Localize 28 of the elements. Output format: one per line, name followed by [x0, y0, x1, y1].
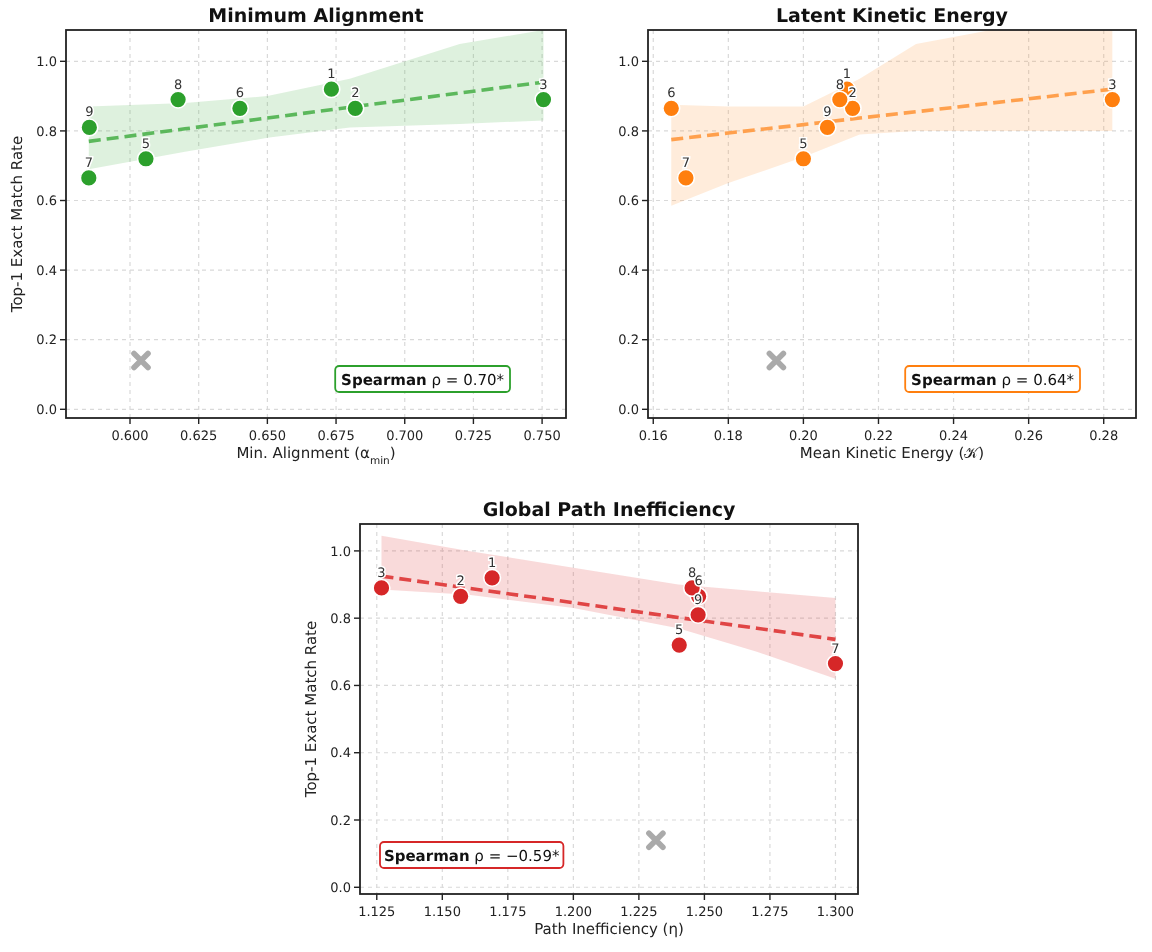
chart-title: Minimum Alignment [208, 6, 425, 28]
point [534, 90, 553, 109]
chart-title: Latent Kinetic Energy [776, 6, 1010, 28]
point [830, 90, 850, 109]
point [80, 118, 99, 137]
line-series [379, 574, 838, 642]
point [230, 99, 250, 118]
point [646, 830, 666, 850]
point [372, 578, 391, 598]
point [79, 168, 98, 188]
point [346, 99, 365, 118]
point [1103, 90, 1122, 109]
point [670, 635, 689, 655]
point [766, 350, 787, 371]
point [451, 587, 470, 606]
point [818, 118, 837, 137]
point [688, 605, 708, 625]
point [322, 79, 341, 99]
point [136, 149, 156, 168]
point [662, 99, 681, 118]
point [168, 90, 188, 109]
point [843, 99, 862, 118]
point [482, 568, 502, 588]
point [131, 350, 151, 371]
point [826, 654, 845, 673]
point [794, 149, 813, 168]
chart-title: Global Path Inefficiency [482, 500, 737, 522]
point [676, 168, 696, 188]
